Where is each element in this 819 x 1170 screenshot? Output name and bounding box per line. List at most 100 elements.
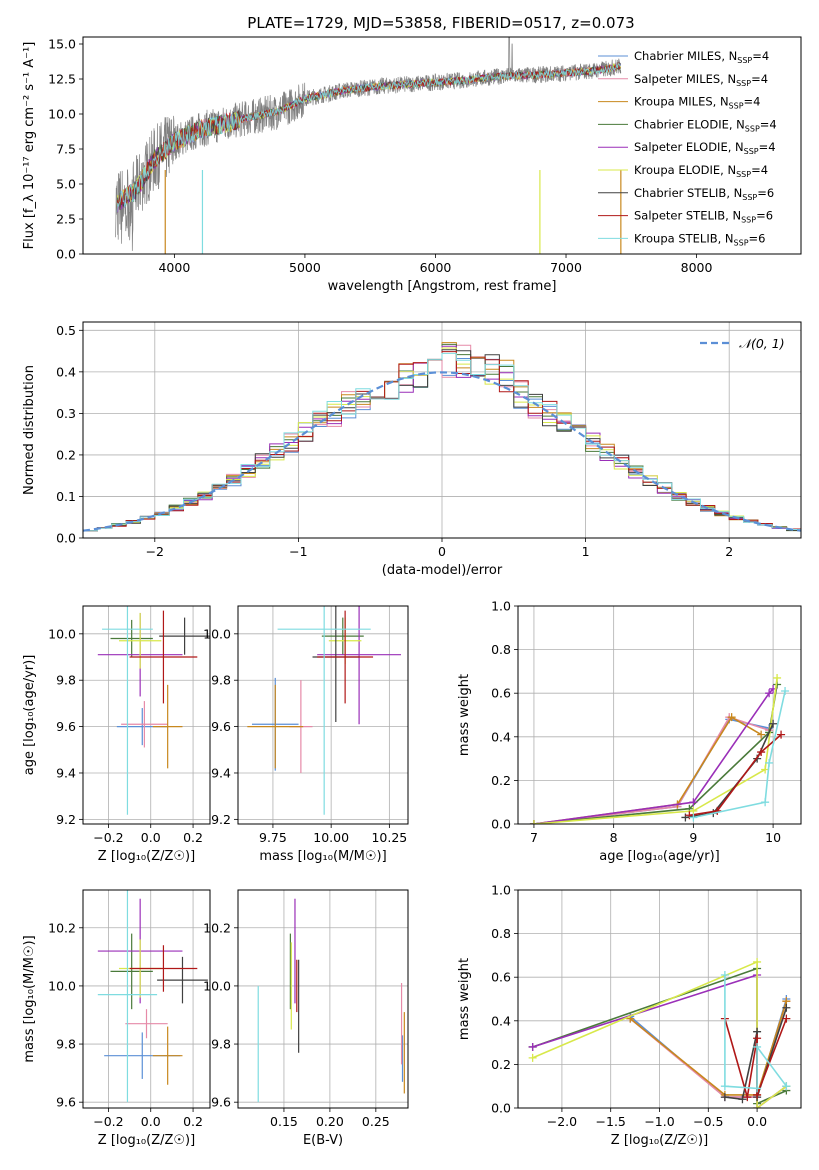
- x-tick-label: −0.2: [93, 1114, 123, 1129]
- x-axis-label: Z [log₁₀(Z/Z☉)]: [611, 1133, 708, 1148]
- plus-marker: [765, 758, 774, 767]
- axes-frame: [82, 36, 802, 255]
- x-tick-label: 8: [610, 830, 618, 845]
- y-tick-label: 0.4: [491, 729, 511, 744]
- chart-mass-vs-ebv: 0.15 0.20 0.25 9.6 9.8 10.0 10.2 E(B-V): [203, 889, 409, 1148]
- histogram-series: [83, 352, 801, 532]
- plus-marker: [727, 713, 736, 722]
- x-tick-label: 10: [765, 830, 781, 845]
- x-tick-label: 0.2: [183, 830, 203, 845]
- x-tick-label: 0.15: [270, 1114, 298, 1129]
- legend-label-text: Salpeter STELIB, N: [634, 209, 741, 223]
- y-tick-label: 9.4: [56, 765, 76, 780]
- x-tick-label: 9: [689, 830, 697, 845]
- y-axis-label: mass [log₁₀(M/M☉)]: [22, 935, 37, 1062]
- y-tick-label: 9.8: [211, 1037, 231, 1052]
- x-tick-label: 0.0: [747, 1114, 767, 1129]
- plus-marker: [782, 1082, 791, 1091]
- plus-marker: [753, 1042, 762, 1051]
- legend-label-sub: SSP: [745, 124, 760, 133]
- x-axis-label: (data-model)/error: [382, 563, 503, 578]
- legend-label-text: Chabrier STELIB, N: [634, 186, 742, 200]
- y-tick-label: 0.8: [491, 926, 511, 941]
- x-axis-label: mass [log₁₀(M/M☉)]: [259, 849, 386, 864]
- x-axis-label: E(B-V): [303, 1133, 343, 1148]
- y-tick-label: 10.0: [48, 978, 76, 993]
- x-tick-label: 1: [582, 544, 590, 559]
- chart-age-vs-mass: 9.75 10.00 10.25 9.2 9.4 9.6 9.8 10.0 mass [log₁…: [203, 605, 409, 864]
- plus-marker: [782, 1014, 791, 1023]
- x-axis-label: age [log₁₀(age/yr)]: [599, 849, 720, 864]
- plus-marker: [781, 687, 790, 696]
- y-tick-label: 10.0: [48, 107, 76, 122]
- x-tick-label: 7000: [550, 260, 582, 275]
- y-tick-label: 7.5: [56, 142, 76, 157]
- legend-label-sub: SSP: [744, 147, 759, 156]
- y-tick-label: 10.0: [203, 626, 231, 641]
- y-tick-label: 9.6: [56, 1095, 76, 1110]
- plus-marker: [753, 957, 762, 966]
- plus-marker: [777, 730, 786, 739]
- y-tick-label: 0.8: [491, 642, 511, 657]
- plus-marker: [743, 1093, 752, 1102]
- legend-label-value: =4: [751, 72, 768, 86]
- legend-label: Chabrier STELIB, NSSP=6: [634, 186, 774, 202]
- x-tick-label: 0.0: [141, 830, 161, 845]
- plus-marker: [713, 806, 722, 815]
- y-tick-label: 12.5: [48, 72, 76, 87]
- x-axis-label: Z [log₁₀(Z/Z☉)]: [98, 849, 195, 864]
- chart-age-vs-Z: −0.2 0.0 0.2 9.2 9.4 9.6 9.8 10.0 Z [log₁₀(Z/Z☉)…: [22, 605, 211, 864]
- plus-marker: [753, 1084, 762, 1093]
- x-tick-label: 2: [725, 544, 733, 559]
- mass-weight-line: [693, 690, 786, 819]
- y-tick-label: 0.0: [56, 531, 76, 546]
- y-tick-label: 0.2: [56, 447, 76, 462]
- x-tick-label: −1: [289, 544, 307, 559]
- legend-label-value: =4: [744, 95, 761, 109]
- legend-label: Salpeter ELODIE, NSSP=4: [634, 140, 776, 156]
- legend-label: Kroupa MILES, NSSP=4: [634, 95, 760, 111]
- figure-title: PLATE=1729, MJD=53858, FIBERID=0517, z=0…: [247, 14, 634, 32]
- spectrum-observed: [115, 37, 622, 251]
- x-tick-label: −2: [146, 544, 164, 559]
- x-tick-label: 9.75: [259, 830, 287, 845]
- plot-area-age-vs-mass: [247, 606, 402, 815]
- legend-label-value: =4: [752, 49, 769, 63]
- chart-mass-weight-vs-age: 7 8 9 10 0.0 0.2 0.4 0.6 0.8 1.0 age [log₁₀(age/yr…: [457, 599, 802, 864]
- legend-label-sub: SSP: [737, 56, 752, 65]
- x-tick-label: 6000: [420, 260, 452, 275]
- gaussian-curve: [83, 371, 801, 532]
- plus-marker: [753, 1104, 762, 1108]
- mass-weight-line: [629, 1000, 788, 1096]
- plus-marker: [757, 730, 766, 739]
- chart-residuals: −2 −1 0 1 2 0.0 0.1 0.2 0.3 0.4 0.5 (data-model)/er…: [22, 321, 802, 578]
- y-tick-label: 0.0: [491, 1101, 511, 1116]
- y-tick-label: 9.8: [56, 673, 76, 688]
- axes-frame: [82, 889, 211, 1109]
- plot-area-mass-vs-Z: [97, 890, 208, 1103]
- x-tick-label: 5000: [289, 260, 321, 275]
- legend-label-text: Kroupa STELIB, N: [634, 231, 734, 245]
- axes-frame: [82, 321, 802, 539]
- legend-label-sub: SSP: [741, 216, 756, 225]
- plus-marker: [753, 1034, 762, 1043]
- legend-label: 𝒩(0, 1): [739, 336, 785, 351]
- y-tick-label: 15.0: [48, 37, 76, 52]
- y-tick-label: 9.8: [211, 673, 231, 688]
- y-tick-label: 0.2: [491, 1057, 511, 1072]
- plus-marker: [528, 1042, 537, 1051]
- legend-label-value: =4: [751, 163, 768, 177]
- y-tick-label: 10.2: [203, 920, 231, 935]
- y-tick-label: 0.4: [56, 364, 76, 379]
- x-axis-label: wavelength [Angstrom, rest frame]: [328, 279, 557, 294]
- x-axis-label: Z [log₁₀(Z/Z☉)]: [98, 1133, 195, 1148]
- y-axis-label: Normed distribution: [22, 365, 37, 495]
- y-tick-label: 0.0: [491, 817, 511, 832]
- x-tick-label: 4000: [158, 260, 190, 275]
- mass-weight-line: [533, 688, 774, 824]
- plus-marker: [528, 1053, 537, 1062]
- x-tick-label: 0.20: [316, 1114, 344, 1129]
- plot-area-mass-weight-vs-Z: [528, 957, 791, 1108]
- legend-label-sub: SSP: [736, 170, 751, 179]
- plus-marker: [773, 673, 782, 682]
